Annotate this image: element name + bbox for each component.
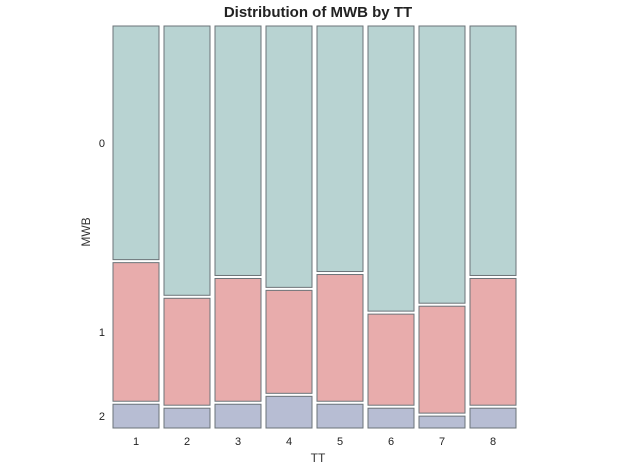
x-tick-label: 5	[337, 436, 343, 448]
mosaic-cell-tt7-mwb1	[418, 305, 466, 414]
x-tick-label: 6	[388, 436, 394, 448]
y-tick-label: 2	[99, 411, 105, 423]
mosaic-cell-tt5-mwb0	[316, 25, 364, 273]
mosaic-cell-tt4-mwb2	[265, 395, 313, 429]
mosaic-cell-tt4-mwb1	[265, 289, 313, 394]
bars-group	[112, 25, 517, 429]
mosaic-cell-tt3-mwb2	[214, 403, 262, 429]
y-tick-label: 1	[99, 327, 105, 339]
mosaic-cell-tt4-mwb0	[265, 25, 313, 288]
x-tick-label: 1	[133, 436, 139, 448]
mosaic-cell-tt1-mwb1	[112, 262, 160, 402]
x-tick-label: 3	[235, 436, 241, 448]
mosaic-cell-tt8-mwb0	[469, 25, 517, 276]
mosaic-cell-tt6-mwb2	[367, 407, 415, 429]
x-axis-label: TT	[311, 451, 326, 465]
mosaic-cell-tt8-mwb1	[469, 277, 517, 406]
mosaic-cell-tt3-mwb0	[214, 25, 262, 276]
x-tick-label: 4	[286, 436, 292, 448]
mosaic-cell-tt7-mwb0	[418, 25, 466, 304]
x-tick-label: 8	[490, 436, 496, 448]
mosaic-cell-tt1-mwb2	[112, 403, 160, 429]
mosaic-cell-tt5-mwb2	[316, 403, 364, 429]
y-tick-label: 0	[99, 138, 105, 150]
mosaic-cell-tt6-mwb1	[367, 313, 415, 406]
x-tick-label: 7	[439, 436, 445, 448]
chart-title: Distribution of MWB by TT	[224, 4, 412, 21]
mosaic-cell-tt2-mwb2	[163, 407, 211, 429]
mosaic-cell-tt6-mwb0	[367, 25, 415, 312]
x-tick-label: 2	[184, 436, 190, 448]
mosaic-cell-tt8-mwb2	[469, 407, 517, 429]
mosaic-cell-tt3-mwb1	[214, 277, 262, 402]
mosaic-cell-tt7-mwb2	[418, 415, 466, 429]
mosaic-cell-tt5-mwb1	[316, 274, 364, 402]
y-axis-label: MWB	[79, 217, 93, 246]
x-tick-labels: 1 2 3 4 5 6 7 8	[133, 436, 496, 448]
mosaic-cell-tt2-mwb0	[163, 25, 211, 296]
mosaic-cell-tt1-mwb0	[112, 25, 160, 261]
y-tick-labels: 0 1 2	[99, 138, 105, 423]
mosaic-cell-tt2-mwb1	[163, 297, 211, 406]
